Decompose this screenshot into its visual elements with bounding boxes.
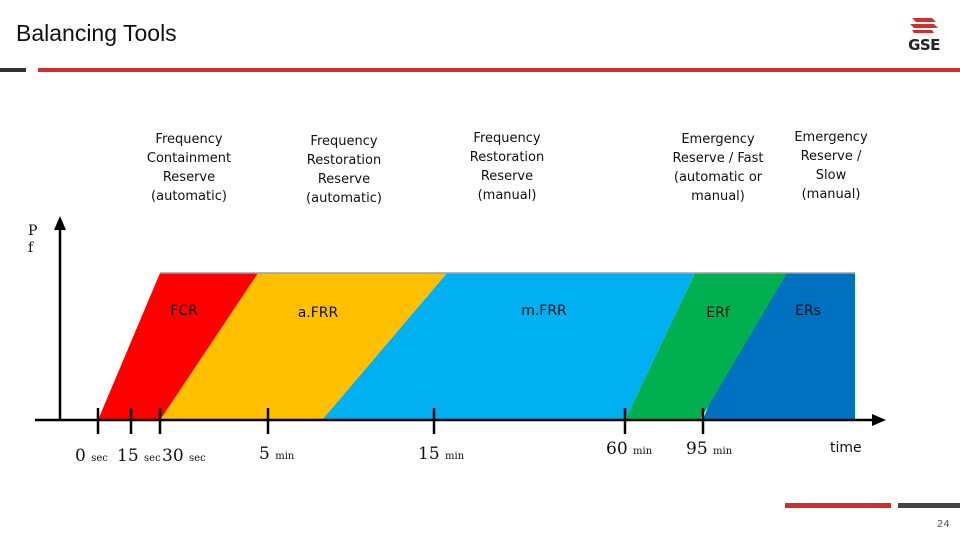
header-divider-dark: [0, 68, 26, 72]
header-divider-red: [38, 68, 960, 72]
band-erf: [625, 273, 787, 420]
gse-logo-icon: [910, 18, 938, 33]
category-mfrr-label: Frequency Restoration Reserve (manual): [469, 131, 545, 203]
tick-label-15-min: 15 min: [418, 444, 465, 464]
band-label-fcr: FCR: [170, 303, 198, 319]
footer-divider-red: [785, 503, 891, 508]
y-axis-arrow-icon: [54, 216, 66, 230]
band-label-mfrr: m.FRR: [521, 303, 567, 319]
tick-label-30-sec: 30 sec: [162, 446, 206, 466]
tick-label-60-min: 60 min: [606, 439, 653, 459]
band-mfrr: [322, 273, 695, 420]
tick-label-15-sec: 15 sec: [117, 446, 161, 466]
page-number: 24: [937, 519, 950, 530]
logo-text: GSE: [908, 36, 940, 54]
band-label-afrr: a.FRR: [298, 305, 339, 321]
category-ers-label: Emergency Reserve / Slow (manual): [794, 130, 868, 202]
band-label-erf: ERf: [706, 305, 731, 321]
y-axis-label: P f: [28, 223, 38, 256]
category-afrr-label: Frequency Restoration Reserve (automatic…: [306, 134, 382, 206]
tick-label-5-min: 5 min: [259, 444, 295, 464]
band-fcr: [98, 273, 258, 420]
x-axis-arrow-icon: [872, 414, 886, 426]
footer-divider-dark: [898, 503, 960, 508]
tick-label-95-min: 95 min: [686, 439, 733, 459]
category-erf-label: Emergency Reserve / Fast (automatic or m…: [672, 132, 764, 204]
page-title: Balancing Tools: [16, 20, 177, 46]
band-label-ers: ERs: [795, 303, 821, 319]
band-afrr: [160, 273, 447, 420]
category-fcr-label: Frequency Containment Reserve (automatic…: [146, 132, 232, 204]
band-ers: [703, 273, 855, 420]
tick-label-0-sec: 0 sec: [75, 446, 108, 466]
x-axis-label: time: [830, 440, 862, 456]
